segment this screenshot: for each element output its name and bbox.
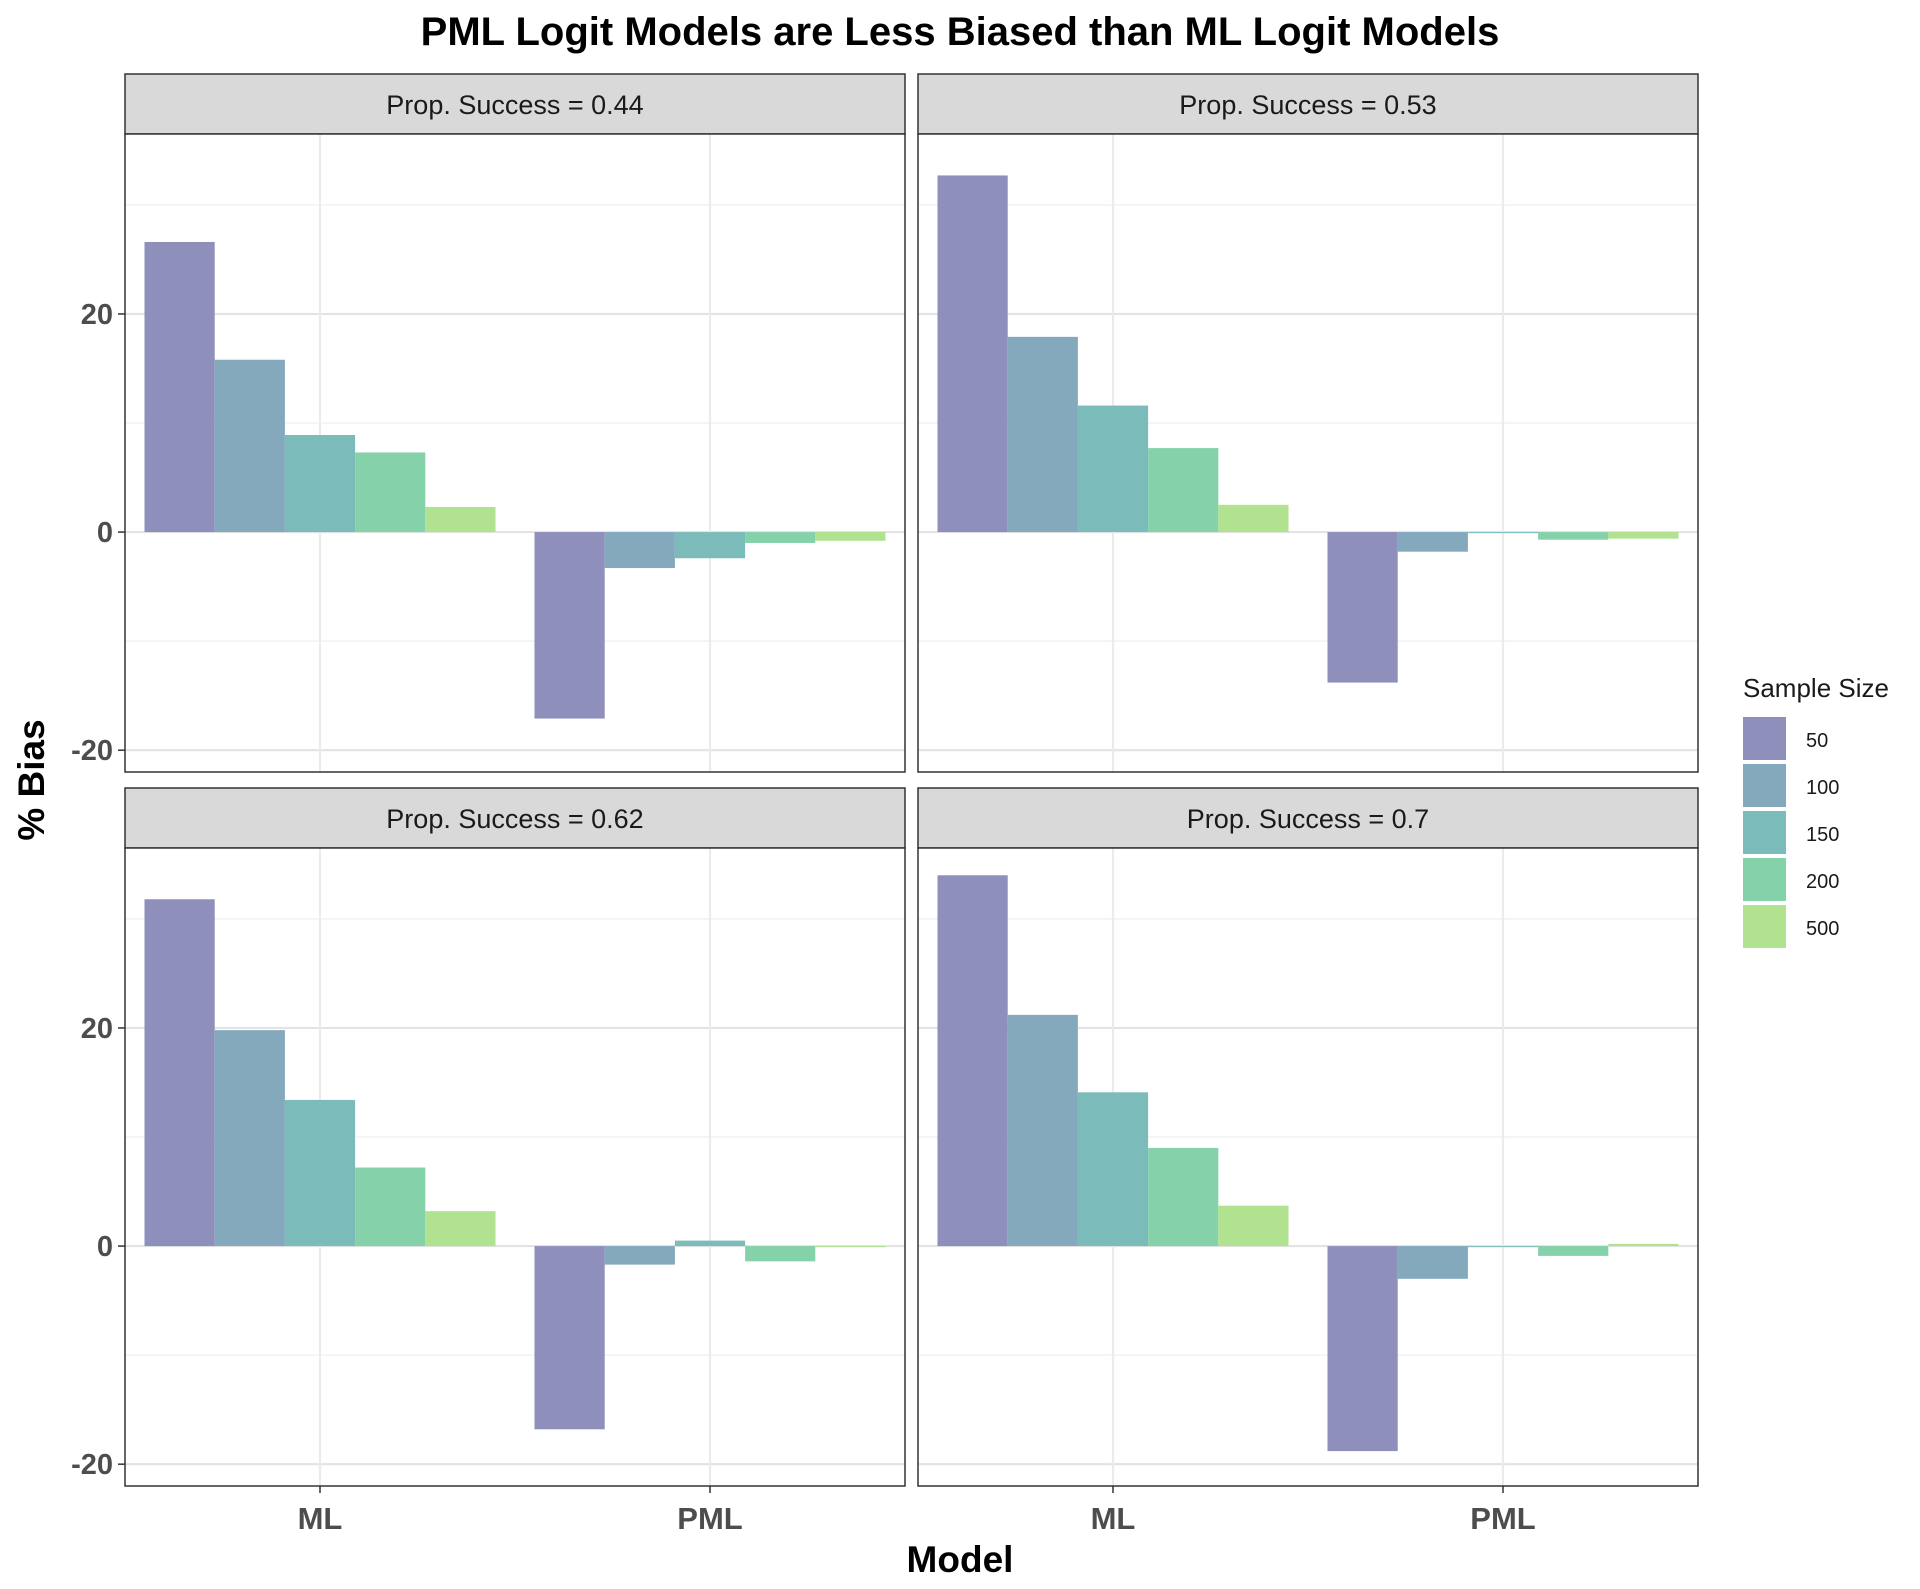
x-tick-label: ML [1091,1501,1136,1536]
bar-pml-n100 [604,1246,675,1265]
legend-key [1743,717,1786,760]
y-tick-label: 0 [97,517,113,549]
bar-ml-n150 [1077,1092,1149,1247]
bar-ml-n50 [144,899,215,1247]
bar-pml-n500 [1608,1243,1679,1247]
bar-pml-n500 [1608,532,1679,539]
bar-ml-n100 [1007,1014,1078,1247]
x-tick-label: PML [1470,1501,1535,1536]
bar-pml-n200 [745,1246,816,1262]
y-tick-label: 20 [81,299,113,331]
bar-ml-n50 [937,875,1008,1247]
panel-border [124,847,906,1487]
panel-border [917,847,1699,1487]
legend-key [1743,764,1786,807]
y-tick-label: 20 [81,1013,113,1045]
panel-border [124,133,906,773]
bar-ml-n150 [1077,405,1149,533]
bar-ml-n150 [284,435,356,533]
y-tick-label: -20 [71,1449,113,1481]
facet-strip-label: Prop. Success = 0.44 [386,90,643,120]
y-tick-label: -20 [71,735,113,767]
bar-ml-n100 [214,359,285,533]
bar-pml-n150 [674,1240,746,1247]
facet-strip-label: Prop. Success = 0.62 [386,804,643,834]
bar-pml-n50 [1327,532,1398,683]
legend-label: 150 [1806,824,1839,846]
x-axis-label: Model [907,1539,1014,1580]
bar-ml-n500 [1218,1205,1289,1247]
facet-strip-label: Prop. Success = 0.7 [1187,804,1429,834]
bar-pml-n200 [745,532,816,543]
bar-pml-n200 [1538,1246,1609,1256]
bar-ml-n100 [1007,336,1078,533]
facet-strip [917,73,1699,135]
chart-title: PML Logit Models are Less Biased than ML… [421,10,1500,54]
bar-pml-n500 [815,1246,886,1248]
bar-pml-n500 [815,532,886,541]
legend-label: 200 [1806,871,1839,893]
bar-pml-n150 [1467,1246,1539,1248]
bar-pml-n50 [1327,1246,1398,1452]
x-tick-label: PML [677,1501,742,1536]
facet-strip-label: Prop. Success = 0.53 [1179,90,1436,120]
bar-pml-n200 [1538,532,1609,540]
facet-strip [124,73,906,135]
legend-key [1743,811,1786,854]
bar-pml-n50 [534,1246,605,1430]
bar-pml-n100 [604,532,675,569]
bar-ml-n100 [214,1030,285,1247]
legend-key [1743,858,1786,901]
facet-strip [124,787,906,849]
legend-title: Sample Size [1743,673,1889,703]
bar-pml-n50 [534,532,605,719]
y-tick-label: 0 [97,1231,113,1263]
bar-ml-n200 [1148,448,1219,533]
legend-label: 50 [1806,730,1828,752]
legend-label: 500 [1806,918,1839,940]
bar-ml-n200 [355,1167,426,1247]
bar-pml-n100 [1397,1246,1468,1279]
bar-ml-n500 [425,1211,496,1247]
legend-key [1743,905,1786,948]
y-axis-label: % Bias [11,719,52,840]
bar-pml-n150 [1467,532,1539,534]
panel-border [917,133,1699,773]
bar-ml-n150 [284,1099,356,1247]
bar-ml-n500 [425,506,496,533]
bar-pml-n150 [674,532,746,559]
facet-strip [917,787,1699,849]
x-tick-label: ML [298,1501,343,1536]
legend-label: 100 [1806,777,1839,799]
bar-ml-n200 [1148,1147,1219,1247]
bar-ml-n50 [144,241,215,533]
bar-ml-n500 [1218,504,1289,533]
bar-ml-n50 [937,175,1008,533]
bar-pml-n100 [1397,532,1468,552]
bar-ml-n200 [355,452,426,533]
